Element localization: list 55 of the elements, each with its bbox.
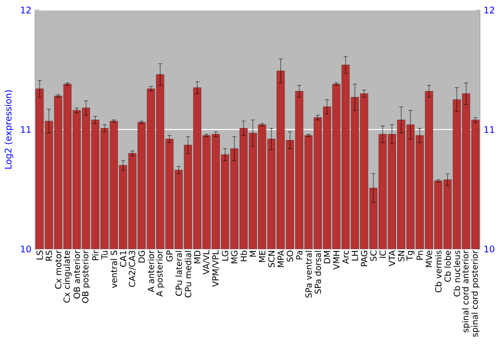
x-tick-label: VMH [333, 251, 340, 270]
x-tick-label: VPM/VPL [212, 250, 220, 287]
x-tick-label: A posterior [156, 250, 164, 297]
x-tick-label: VTA [388, 250, 396, 266]
x-tick-label: Arc [342, 250, 349, 264]
y2-tick-label: 10 [484, 246, 494, 252]
y2-tick-label: 11 [484, 126, 494, 133]
x-tick-label: Hb [240, 250, 247, 262]
x-tick-label: VA/VL [203, 250, 210, 275]
x-tick-label: SCN [268, 251, 275, 268]
x-tick-label: Cb vermis [435, 250, 442, 292]
x-tick-label: OB posterior [82, 250, 90, 303]
x-tick-label: SN [398, 251, 404, 262]
x-tick-label: RS [46, 250, 52, 261]
x-tick-label: ventral S [110, 250, 118, 288]
x-tick-label: OB anterior [73, 250, 80, 298]
x-tick-label: LG [222, 250, 228, 261]
x-tick-label: CA1 [120, 250, 126, 267]
x-tick-label: SPa ventral [305, 250, 312, 298]
x-tick-label: MD [194, 250, 200, 264]
x-tick-label: Tg [406, 250, 414, 261]
x-tick-label: Cb lobe [444, 250, 451, 282]
x-tick-label: spinal cord posterior [471, 250, 480, 337]
x-tick-label: DG [138, 250, 145, 262]
x-tick-label: MVe [426, 250, 432, 268]
x-tick-label: MPA [278, 250, 284, 268]
x-tick-label: IC [379, 250, 386, 258]
x-tick-label: DM [324, 251, 330, 264]
x-tick-label: M [250, 251, 256, 257]
x-tick-label: GP [166, 250, 173, 262]
x-tick-label: Pir [92, 250, 98, 260]
x-tick-label: CA2/CA3 [128, 250, 136, 287]
x-tick-label: A anterior [148, 250, 154, 292]
x-tick-label: Cx motor [54, 250, 62, 289]
x-tick-label: Cb nucleus [454, 250, 460, 296]
x-tick-label: Cx cingulate [63, 250, 72, 303]
x-tick-label: MG [231, 250, 238, 264]
x-tick-label: PAG [360, 250, 368, 266]
x-tick-label: SPa dorsal [314, 250, 322, 294]
x-tick-label: SO [286, 250, 294, 262]
x-tick-label: LH [352, 251, 358, 260]
x-tick-label: Tu [101, 250, 108, 260]
y-tick-label: 12 [21, 6, 31, 14]
y2-tick-label: 12 [484, 6, 494, 14]
y-tick-label: 11 [21, 126, 31, 133]
x-tick-label: SC [370, 250, 377, 261]
x-tick-label: CPu medial [184, 250, 192, 298]
x-tick-label: Pn [416, 250, 423, 260]
x-tick-label: LS [36, 250, 43, 260]
y-tick-label: 10 [21, 246, 31, 252]
x-tick-label: CPu lateral [175, 250, 182, 296]
x-tick-label: Pa [296, 250, 302, 260]
x-tick-label: spinal cord anterior [462, 250, 470, 332]
y-axis-title: Log2 (expression) [4, 90, 14, 169]
x-tick-label: ME [259, 250, 266, 262]
